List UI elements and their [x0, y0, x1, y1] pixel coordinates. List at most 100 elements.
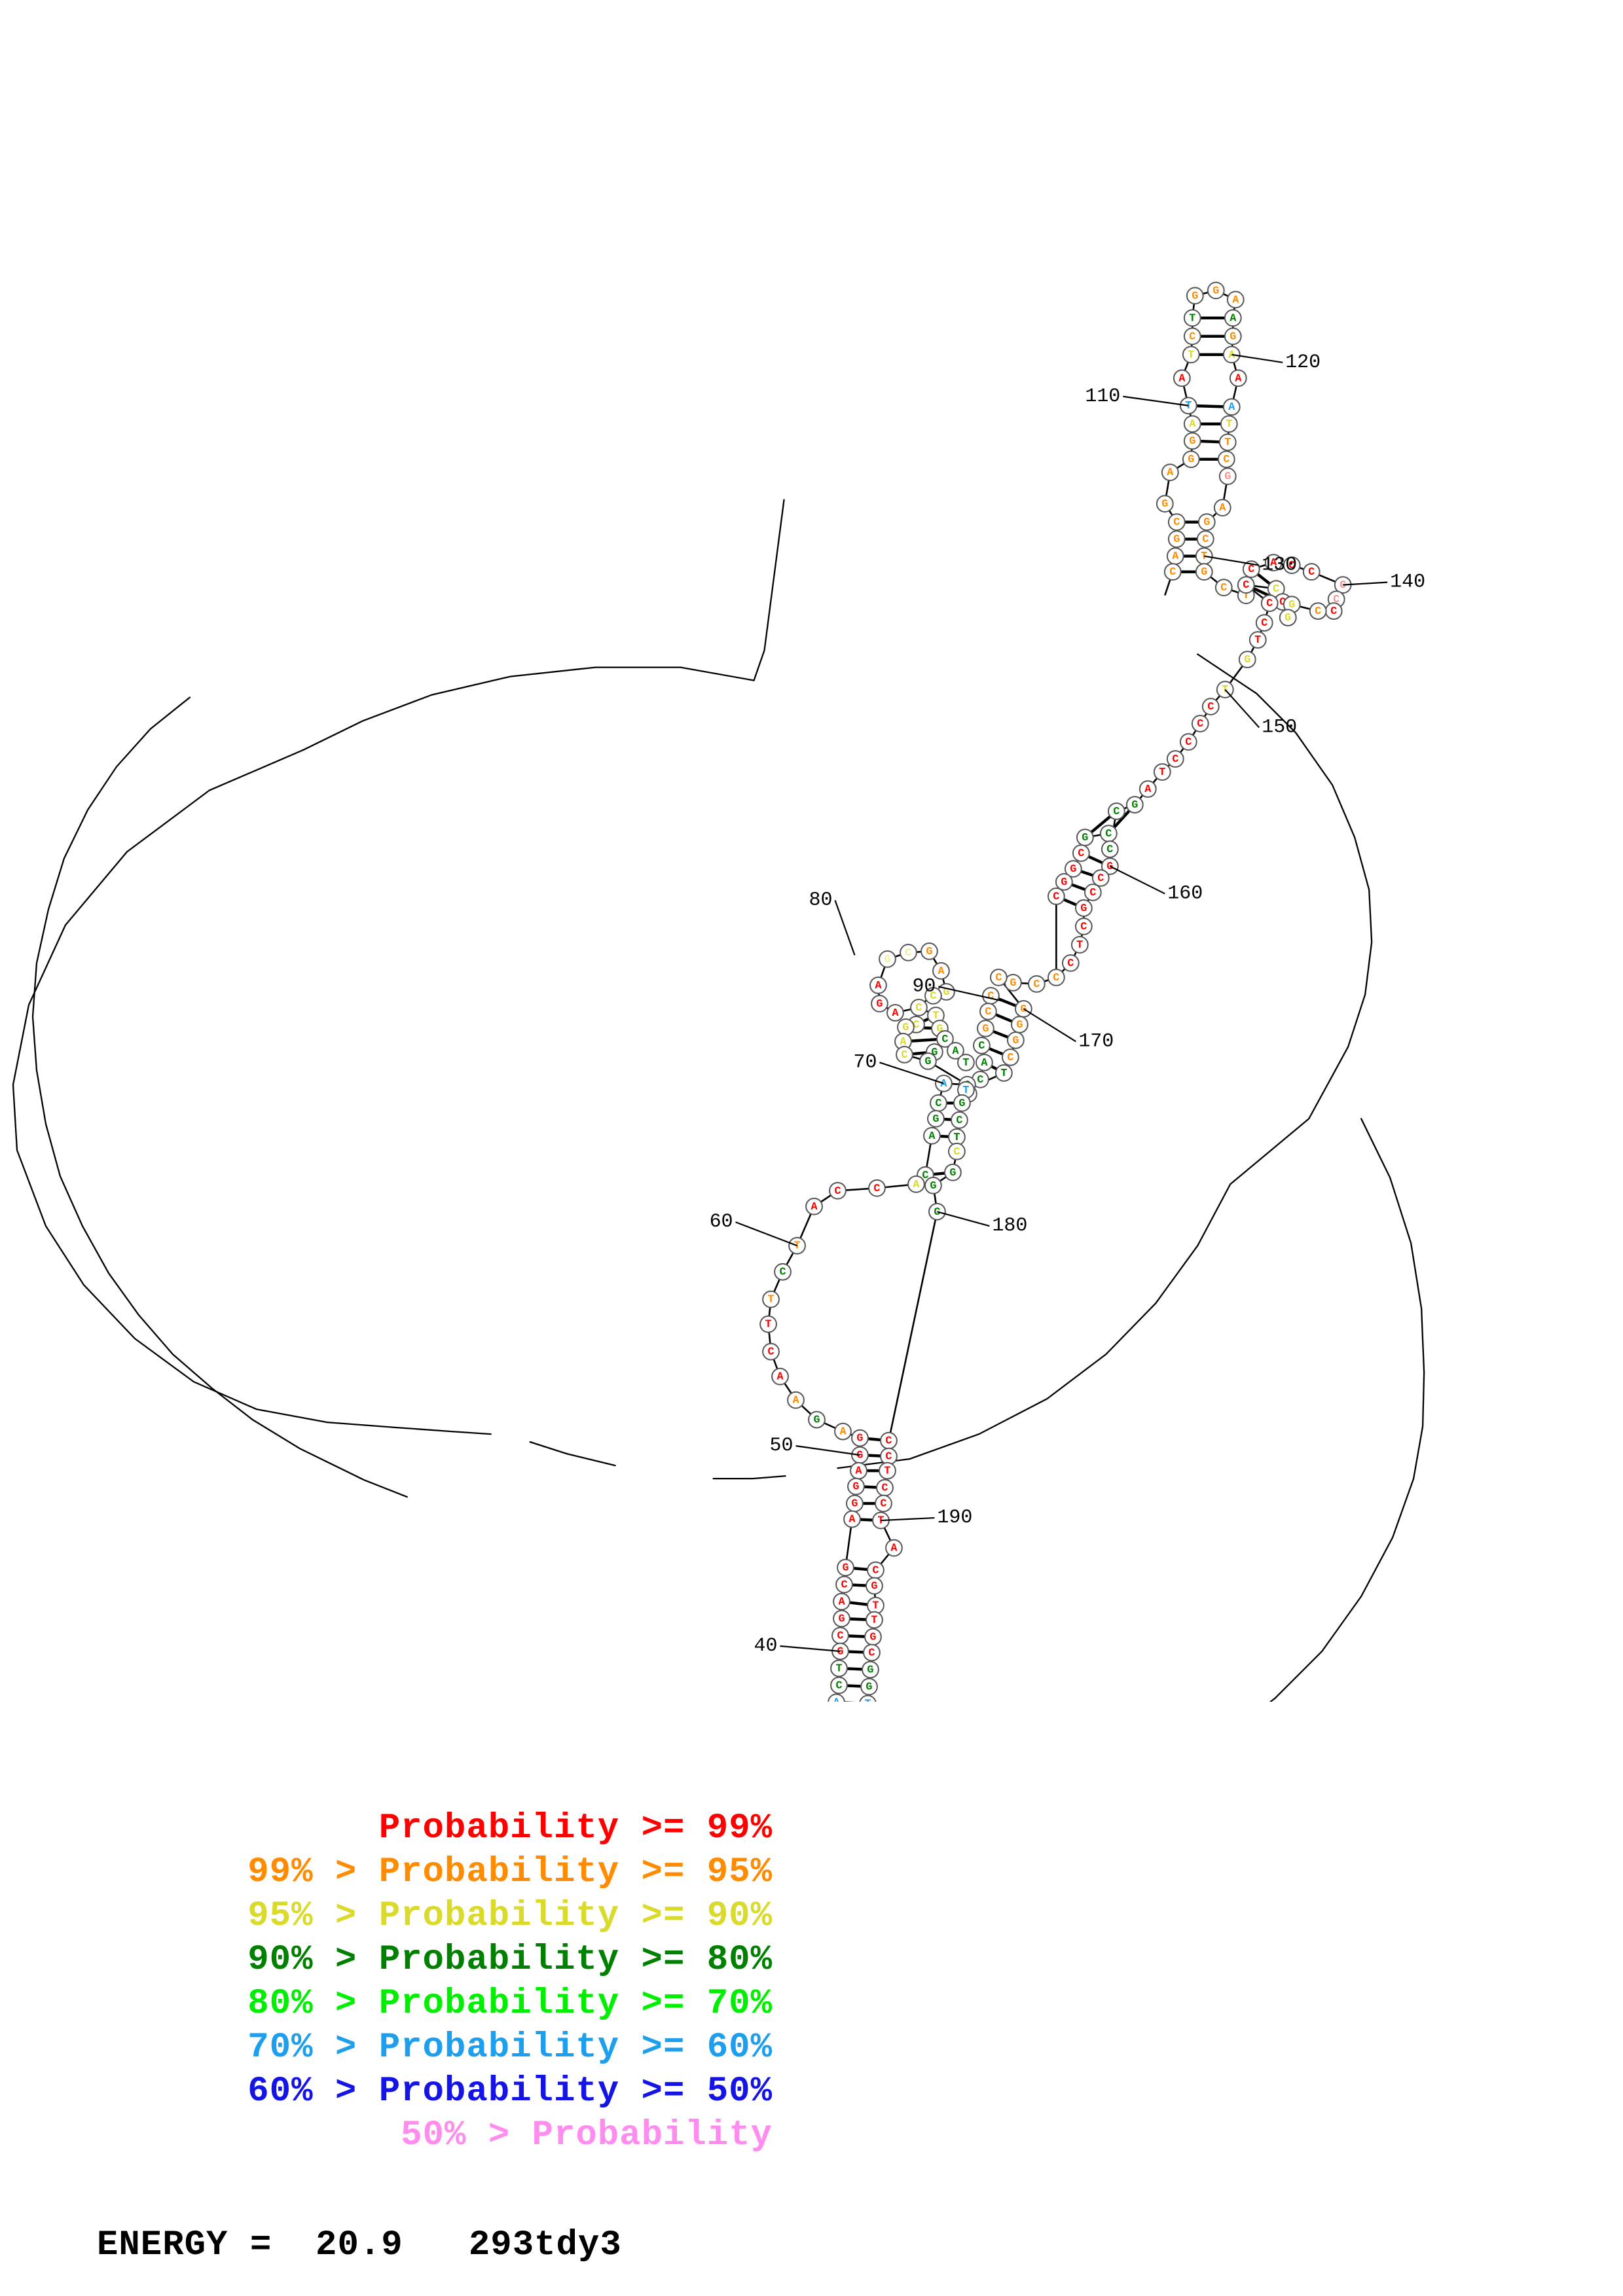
svg-text:C: C [872, 1565, 879, 1577]
svg-text:A: A [839, 1426, 847, 1439]
nucleotide: C [880, 1447, 898, 1465]
svg-text:A: A [1228, 401, 1235, 414]
svg-text:G: G [902, 1022, 909, 1034]
nucleotide: C [1027, 975, 1046, 993]
legend-label-6: 60% > Probability >= 50% [247, 2072, 773, 2111]
svg-text:T: T [1185, 400, 1192, 412]
nucleotide: C [910, 998, 928, 1016]
svg-text:C: C [995, 972, 1002, 984]
nucleotide: G [837, 1558, 854, 1577]
svg-text:G: G [869, 1631, 876, 1643]
position-leader-line [1204, 555, 1260, 566]
nucleotide: C [868, 1179, 886, 1197]
nucleotide: A [843, 1510, 861, 1528]
nucleotide: C [1179, 733, 1197, 751]
svg-text:C: C [1189, 331, 1195, 343]
svg-text:T: T [872, 1600, 879, 1613]
svg-text:G: G [1244, 654, 1250, 666]
nucleotide: C [1001, 1048, 1019, 1066]
svg-text:G: G [851, 1498, 858, 1511]
nucleotide: C [1217, 450, 1235, 469]
nucleotide: A [805, 1197, 823, 1215]
svg-text:G: G [932, 1113, 939, 1126]
nucleotide: C [896, 1045, 913, 1064]
svg-text:A: A [875, 980, 882, 992]
nucleotide: T [1153, 763, 1171, 781]
nucleotide: G [1125, 796, 1144, 814]
svg-text:C: C [1033, 978, 1040, 991]
svg-text:T: T [884, 1465, 890, 1478]
position-leader-line [881, 1516, 935, 1522]
svg-text:C: C [905, 947, 911, 960]
svg-text:A: A [1219, 502, 1226, 514]
nucleotide: A [1224, 309, 1242, 327]
position-leader-line [1109, 865, 1165, 895]
svg-text:T: T [835, 1662, 842, 1675]
nucleotide: C [900, 944, 917, 961]
svg-text:C: C [1053, 972, 1059, 984]
nucleotide: A [932, 962, 950, 980]
nucleotide: T [879, 1462, 896, 1480]
nucleotide: G [833, 1609, 850, 1628]
nucleotide: G [1006, 1031, 1025, 1049]
position-label: 160 [1167, 882, 1203, 905]
position-label: 170 [1078, 1030, 1114, 1052]
svg-text:A: A [981, 1057, 988, 1069]
svg-text:C: C [1223, 454, 1230, 466]
svg-text:C: C [1266, 598, 1273, 610]
nucleotide: G [1182, 450, 1200, 469]
nucleotide: G [1010, 1015, 1029, 1033]
position-leader-line [1123, 395, 1189, 406]
svg-text:C: C [1273, 583, 1279, 596]
position-label: 80 [809, 889, 833, 911]
nucleotide: A [771, 1367, 789, 1386]
nucleotide: C [1163, 563, 1182, 581]
svg-text:G: G [876, 998, 883, 1011]
nucleotide: G [864, 1628, 882, 1646]
svg-text:A: A [1270, 557, 1277, 569]
svg-text:G: G [1070, 863, 1076, 876]
svg-text:C: C [885, 1435, 892, 1448]
svg-text:C: C [922, 1170, 928, 1182]
nucleotide: G [921, 942, 938, 960]
legend-row-0: Probability >= 99% [0, 1806, 773, 1850]
svg-text:A: A [928, 1130, 936, 1143]
nucleotide: G [1218, 467, 1237, 486]
nucleotide: G [1156, 495, 1174, 513]
position-label: 60 [710, 1211, 733, 1233]
nucleotide: A [947, 1041, 964, 1060]
position-label-layer: 1030405060708090110120130140150160170180… [710, 351, 1426, 1657]
svg-text:C: C [913, 1019, 919, 1031]
svg-text:C: C [915, 1002, 922, 1014]
svg-text:C: C [1333, 594, 1340, 606]
svg-text:T: T [1076, 939, 1083, 952]
svg-text:C: C [977, 1074, 983, 1086]
svg-text:G: G [924, 1056, 931, 1068]
nucleotide: C [1302, 563, 1321, 581]
nucleotide: A [1139, 780, 1157, 798]
svg-text:T: T [1224, 437, 1231, 449]
nucleotide: C [948, 1142, 966, 1160]
svg-text:C: C [985, 1006, 991, 1018]
nucleotide: A [975, 1053, 993, 1071]
svg-text:C: C [880, 1498, 886, 1511]
svg-text:C: C [1078, 848, 1084, 860]
nucleotide: C [1324, 602, 1343, 620]
nucleotide: T [1220, 415, 1238, 433]
svg-text:C: C [834, 1185, 841, 1198]
svg-text:A: A [890, 1543, 898, 1555]
svg-text:A: A [1232, 294, 1239, 306]
legend-row-1: 99% > Probability >= 95% [0, 1850, 773, 1894]
nucleotide: A [850, 1462, 867, 1480]
nucleotide: T [1218, 433, 1237, 452]
nucleotide: T [759, 1315, 777, 1333]
svg-text:T: T [1254, 634, 1261, 647]
nucleotide: T [1249, 631, 1267, 649]
position-leader-line [735, 1221, 797, 1247]
svg-text:T: T [765, 1319, 771, 1331]
svg-text:C: C [1220, 582, 1227, 594]
nucleotide: G [953, 1094, 971, 1112]
svg-text:C: C [1172, 753, 1178, 766]
svg-text:A: A [848, 1514, 856, 1526]
position-label: 90 [912, 975, 936, 997]
